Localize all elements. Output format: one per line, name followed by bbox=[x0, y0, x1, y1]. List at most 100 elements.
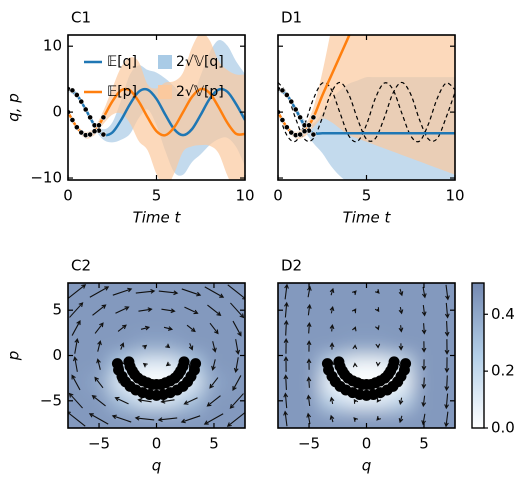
vector-arrow bbox=[207, 304, 222, 317]
vector-arrow bbox=[445, 284, 450, 301]
vector-arrow bbox=[353, 398, 359, 404]
sample-point bbox=[400, 358, 412, 370]
vector-arrow bbox=[375, 361, 381, 367]
vector-arrow bbox=[227, 284, 245, 300]
heat-cell bbox=[68, 337, 89, 356]
heat-cell bbox=[278, 355, 299, 375]
observation bbox=[310, 131, 317, 138]
vector-arrow bbox=[74, 338, 80, 354]
vector-arrow bbox=[306, 303, 312, 316]
observation bbox=[310, 114, 317, 121]
axes-frame bbox=[277, 282, 456, 429]
vector-arrow bbox=[71, 320, 81, 336]
y-tick-label: −5 bbox=[40, 391, 62, 409]
axes-frame bbox=[67, 34, 246, 181]
heat-cell bbox=[68, 283, 89, 302]
vector-arrow bbox=[68, 284, 87, 300]
vector-arrow bbox=[352, 362, 358, 368]
heat-cell bbox=[435, 355, 455, 375]
heat-cell bbox=[225, 337, 245, 356]
observation bbox=[82, 106, 89, 113]
vector-arrow bbox=[376, 415, 382, 421]
heat-cell bbox=[225, 283, 245, 302]
vector-arrow bbox=[157, 417, 178, 422]
y-tick-label: 0 bbox=[52, 346, 62, 364]
vector-arrow bbox=[212, 341, 217, 353]
vector-arrow bbox=[96, 358, 101, 370]
vector-arrow bbox=[115, 306, 130, 314]
vector-arrow bbox=[180, 415, 201, 424]
observation bbox=[87, 131, 94, 138]
observation bbox=[96, 122, 102, 129]
x-tick-label: 5 bbox=[152, 187, 162, 205]
vector-arrow bbox=[138, 307, 153, 313]
heat-cell bbox=[225, 373, 245, 393]
uncertainty-band bbox=[68, 35, 245, 180]
heat-cell bbox=[389, 409, 413, 428]
vector-arrow bbox=[421, 286, 427, 299]
vector-arrow bbox=[421, 413, 426, 426]
heat-cell bbox=[435, 283, 455, 302]
x-axis-label: q bbox=[152, 457, 162, 475]
plot-area bbox=[278, 283, 455, 428]
vector-arrow bbox=[71, 374, 81, 391]
vector-arrow bbox=[284, 301, 289, 318]
x-tick-label: 5 bbox=[419, 435, 429, 453]
vector-arrow bbox=[444, 321, 450, 337]
heat-cell bbox=[278, 337, 299, 356]
vector-arrow bbox=[230, 302, 245, 319]
vector-arrow bbox=[284, 283, 289, 300]
observation bbox=[73, 92, 80, 98]
observation bbox=[288, 129, 295, 136]
vector-arrow bbox=[306, 340, 312, 352]
vector-arrow bbox=[398, 343, 404, 351]
vector-arrow bbox=[306, 358, 312, 370]
vector-arrow bbox=[160, 398, 175, 404]
uncertainty-band bbox=[278, 35, 455, 175]
x-tick-label: 5 bbox=[362, 187, 372, 205]
vector-arrow bbox=[137, 397, 152, 403]
heat-cell bbox=[435, 319, 455, 338]
vector-arrow bbox=[283, 410, 288, 427]
heat-cell bbox=[68, 409, 89, 428]
legend-label: 2√𝕍[q] bbox=[176, 54, 224, 70]
vector-arrow bbox=[398, 397, 404, 406]
vector-arrow bbox=[91, 394, 106, 407]
vector-arrow bbox=[283, 319, 289, 336]
panel-title: D2 bbox=[281, 257, 302, 275]
vector-arrow bbox=[329, 305, 335, 314]
vector-arrow bbox=[235, 339, 241, 355]
y-axis-label: q, p bbox=[5, 93, 23, 122]
heat-cell bbox=[68, 355, 89, 375]
x-tick-label: 0 bbox=[273, 187, 283, 205]
vector-arrow bbox=[329, 287, 335, 296]
sample-point bbox=[388, 356, 400, 368]
panel-title: C2 bbox=[71, 257, 91, 275]
vector-arrow bbox=[158, 290, 179, 296]
heat-cell bbox=[68, 301, 89, 320]
true-trajectory bbox=[278, 81, 455, 142]
heat-cell bbox=[225, 391, 245, 411]
y-tick-label: 5 bbox=[52, 301, 62, 319]
observation bbox=[283, 124, 290, 131]
vector-arrow bbox=[68, 411, 86, 427]
vector-arrow bbox=[232, 320, 242, 337]
vector-arrow bbox=[142, 362, 148, 368]
x-axis-label: Time t bbox=[133, 209, 182, 227]
vector-arrow bbox=[161, 308, 176, 314]
y-tick-label: 0 bbox=[52, 103, 62, 121]
true-trajectory bbox=[278, 82, 455, 143]
vector-arrow bbox=[92, 304, 107, 316]
heat-cell bbox=[278, 373, 299, 393]
heat-cell bbox=[320, 409, 345, 428]
panel-title: D1 bbox=[281, 9, 302, 27]
vector-arrow bbox=[398, 325, 404, 333]
observation bbox=[306, 122, 312, 129]
heat-cell bbox=[435, 409, 455, 428]
y-tick-label: −10 bbox=[30, 169, 62, 187]
axes-frame bbox=[67, 282, 246, 429]
observation bbox=[87, 114, 94, 121]
vector-arrow bbox=[206, 395, 221, 407]
vector-arrow bbox=[188, 343, 194, 351]
vector-arrow bbox=[209, 377, 219, 389]
